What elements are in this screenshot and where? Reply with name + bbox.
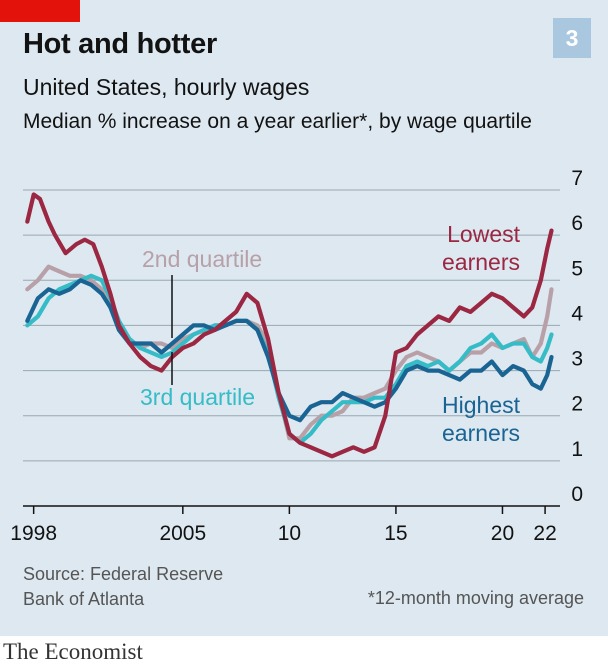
- x-tick-label-22: 22: [533, 522, 556, 545]
- footnote: *12-month moving average: [367, 588, 584, 608]
- y-tick-label-7: 7: [571, 167, 583, 190]
- series-label-line: 2nd quartile: [142, 246, 262, 272]
- series-label-line: earners: [442, 249, 520, 275]
- x-tick-label-10: 10: [278, 522, 301, 545]
- series-label-highest: Highest earners: [442, 392, 521, 446]
- brand-red-tag: [0, 0, 80, 22]
- series-label-line: 3rd quartile: [140, 384, 255, 410]
- y-tick-label-6: 6: [571, 212, 583, 235]
- source-note: Source: Federal Reserve Bank of Atlanta: [23, 562, 223, 612]
- chart-title: Hot and hotter: [23, 28, 217, 60]
- chart-description: Median % increase on a year earlier*, by…: [23, 110, 532, 133]
- x-tick-label-1998: 1998: [10, 522, 57, 545]
- source-line-1: Source: Federal Reserve: [23, 564, 224, 584]
- series-line-lowest: [25, 192, 554, 459]
- y-tick-label-1: 1: [571, 438, 583, 461]
- y-tick-label-3: 3: [571, 348, 583, 371]
- series-label-line: Lowest: [447, 221, 520, 247]
- series-line-highest: [25, 278, 554, 423]
- x-tick-label-2005: 2005: [159, 522, 206, 545]
- source-line-2: Bank of Atlanta: [23, 589, 145, 609]
- series-label-second: 2nd quartile: [142, 246, 262, 272]
- chart-subtitle: United States, hourly wages: [23, 74, 310, 100]
- series-label-line: Highest: [442, 392, 521, 418]
- y-tick-label-2: 2: [571, 393, 583, 416]
- y-tick-label-4: 4: [571, 302, 583, 325]
- axis-layer: 0 1 2 3 4 5 6 7 1998 2005 10 15 20 22: [10, 167, 583, 545]
- y-tick-label-0: 0: [571, 483, 583, 506]
- chart-number-badge: 3: [553, 18, 591, 58]
- y-tick-label-5: 5: [571, 257, 583, 280]
- chart-card: Hot and hotter 3 United States, hourly w…: [0, 0, 608, 636]
- brand-wordmark: The Economist: [3, 639, 143, 664]
- x-tick-label-20: 20: [491, 522, 514, 545]
- series-label-lowest: Lowest earners: [442, 221, 521, 275]
- series-layer: [25, 192, 554, 459]
- x-tick-label-15: 15: [384, 522, 407, 545]
- series-label-third: 3rd quartile: [140, 384, 255, 410]
- series-label-line: earners: [442, 420, 520, 446]
